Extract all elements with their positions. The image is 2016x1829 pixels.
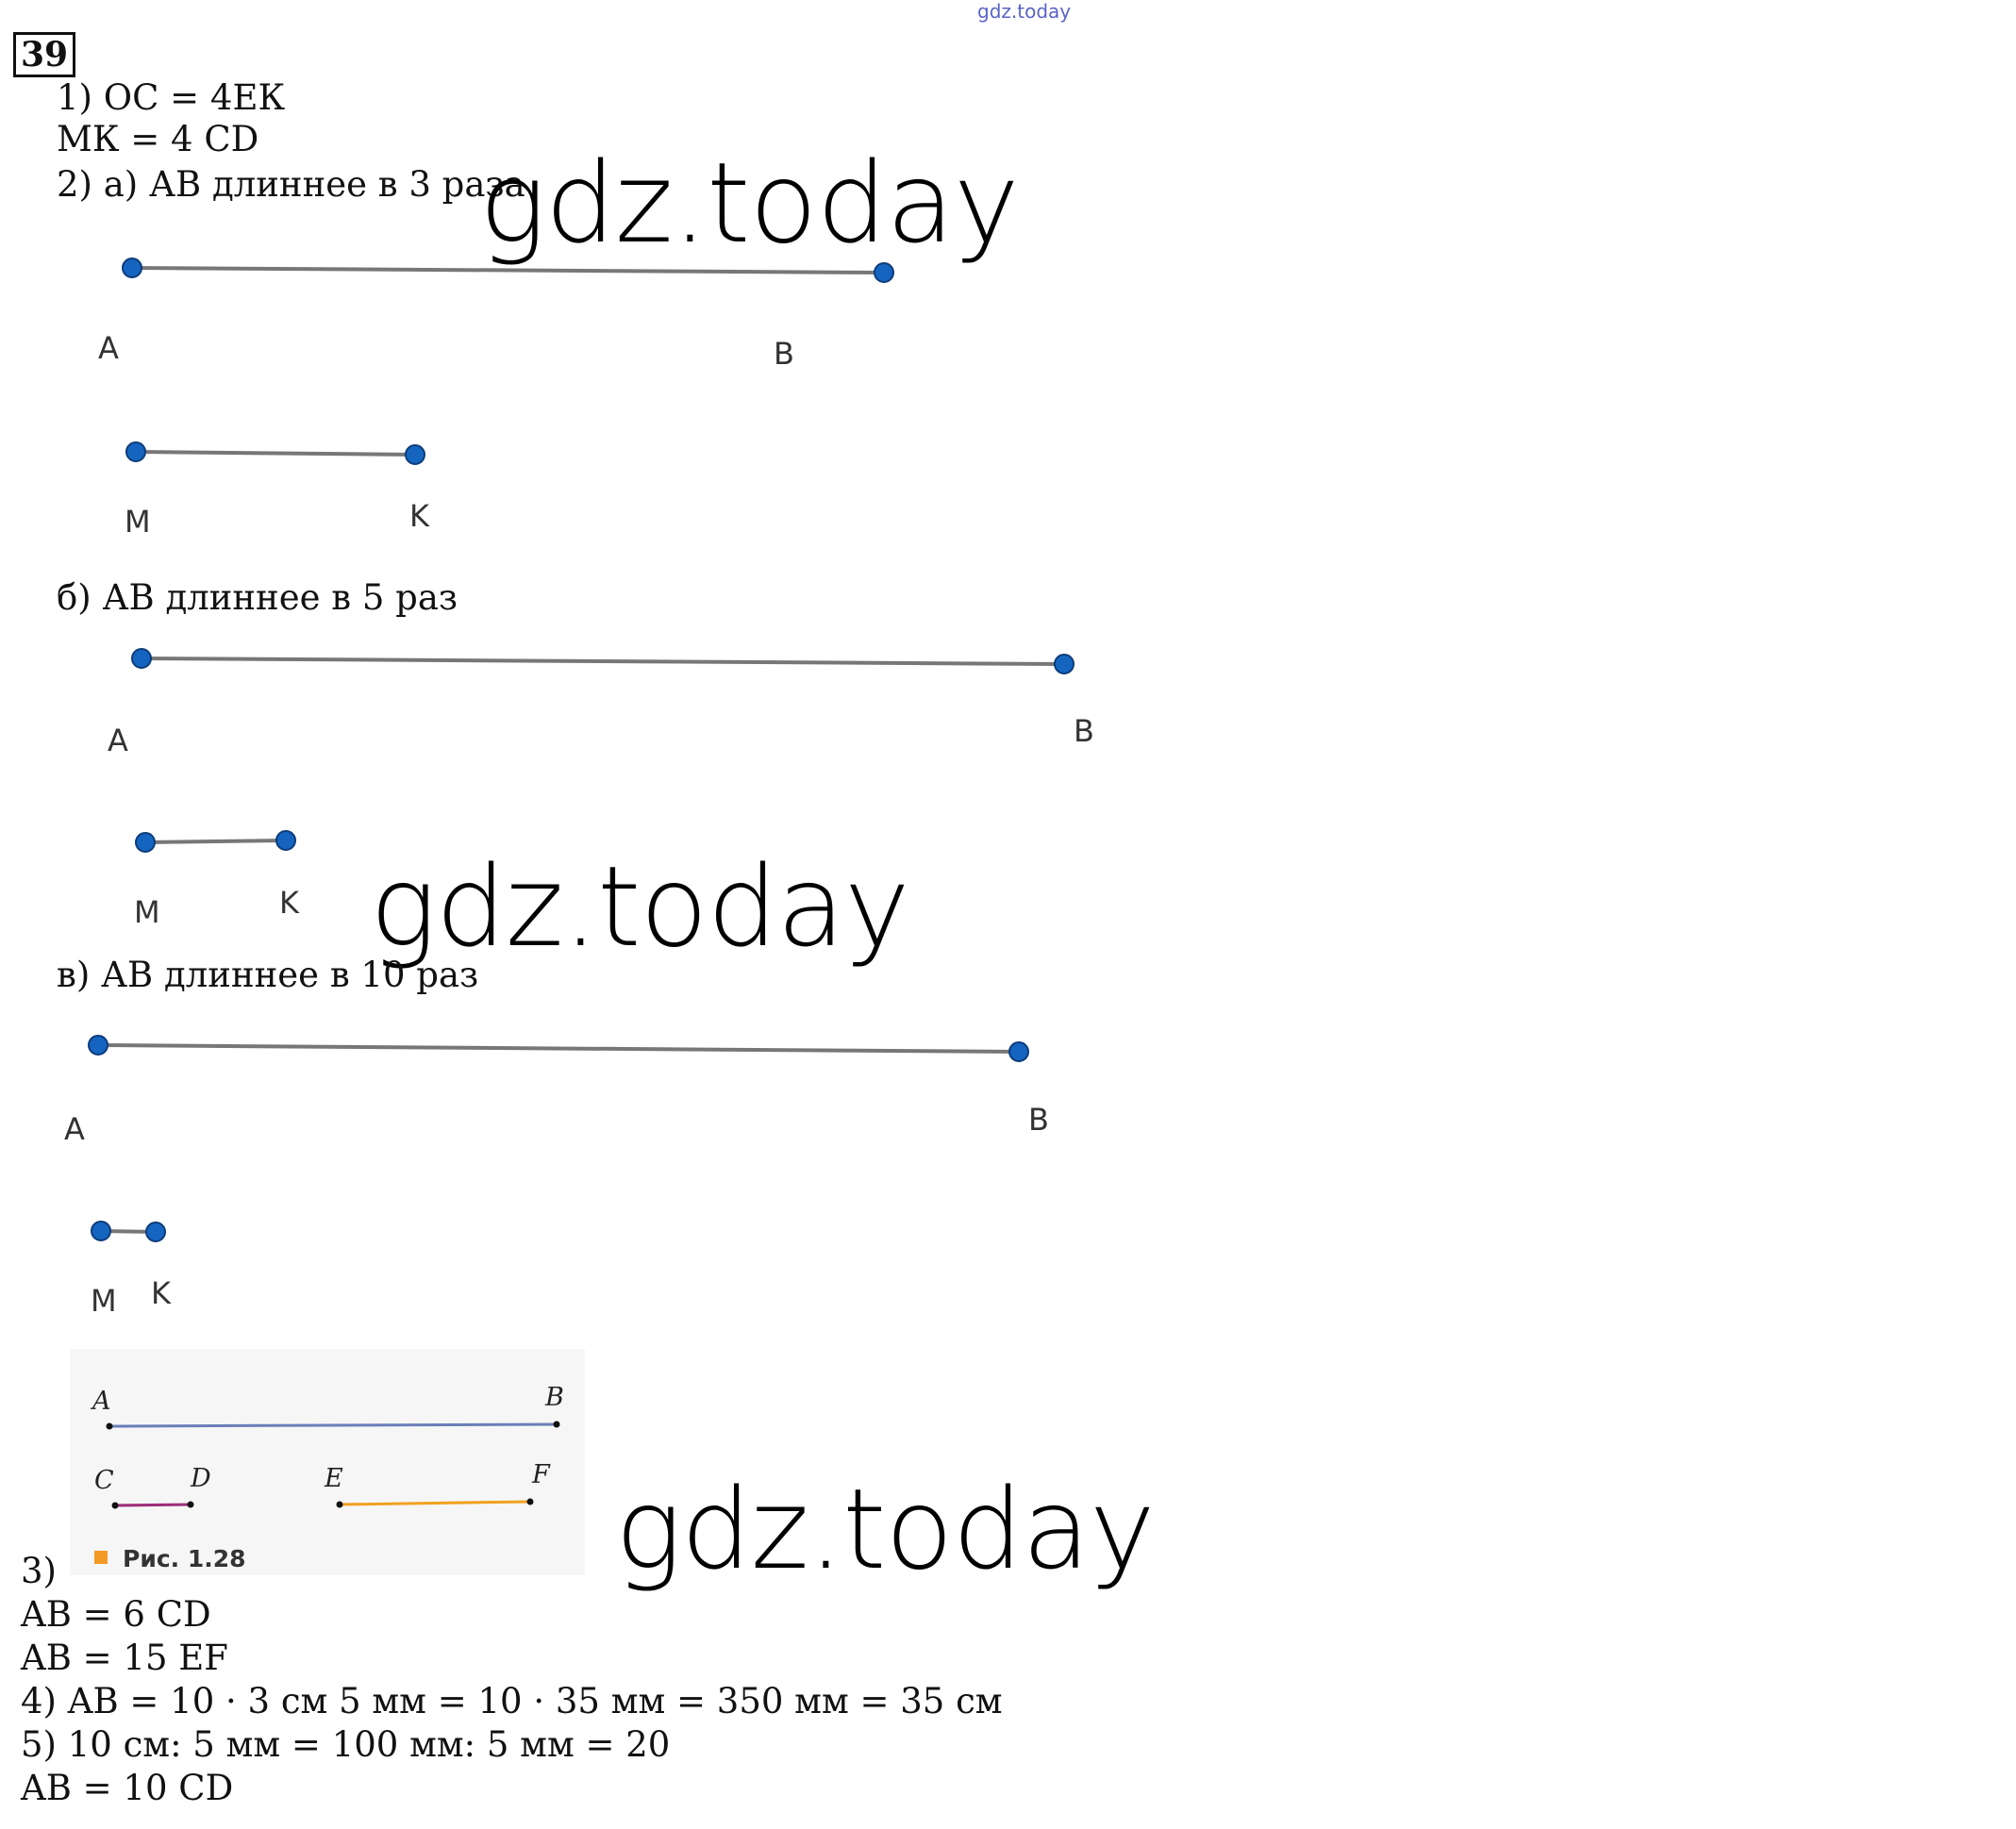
- part1-line2: МК = 4 CD: [57, 119, 259, 159]
- fig-segment-ab: [108, 1422, 558, 1428]
- label-a-2b: A: [108, 723, 128, 758]
- point-a-2c: [88, 1035, 108, 1056]
- fig-point-c: [111, 1502, 119, 1509]
- point-m-2b: [135, 832, 156, 853]
- label-k-2b: K: [279, 885, 299, 921]
- label-m-2a: M: [125, 504, 151, 540]
- segment-mk-2b: [144, 839, 287, 844]
- fig-point-a: [106, 1422, 113, 1430]
- watermark-big-2: gdz.today: [370, 841, 910, 972]
- label-k-2c: K: [151, 1275, 171, 1311]
- figure-segments: [106, 1421, 560, 1509]
- watermark-big-1: gdz.today: [479, 138, 1020, 268]
- part2b-label: б) АВ длиннее в 5 раз: [57, 577, 458, 618]
- figure-caption-marker: [94, 1551, 108, 1564]
- label-b-2c: B: [1028, 1102, 1049, 1138]
- point-m-2a: [125, 441, 146, 462]
- part3-line2: AB = 15 EF: [21, 1638, 228, 1678]
- task-number: 39: [13, 32, 75, 77]
- watermark-small: gdz.today: [977, 0, 1072, 23]
- fig-point-e: [336, 1501, 343, 1508]
- part4-line: 4) AB = 10 · 3 см 5 мм = 10 · 35 мм = 35…: [21, 1681, 1003, 1721]
- fig-label-f: F: [532, 1460, 550, 1489]
- point-a-2b: [131, 648, 152, 669]
- point-b-2b: [1054, 654, 1075, 674]
- fig-point-f: [526, 1498, 534, 1505]
- fig-label-b: B: [545, 1383, 564, 1412]
- fig-label-e: E: [325, 1464, 343, 1493]
- point-m-2c: [91, 1221, 111, 1241]
- fig-segment-ef: [339, 1500, 531, 1506]
- point-a-2a: [122, 258, 142, 278]
- point-k-2a: [405, 444, 425, 465]
- part3-line1: AB = 6 CD: [21, 1594, 211, 1635]
- fig-point-b: [553, 1421, 560, 1428]
- watermark-big-3: gdz.today: [615, 1464, 1156, 1594]
- fig-label-d: D: [191, 1464, 211, 1493]
- fig-point-d: [187, 1501, 194, 1508]
- label-a-2a: A: [98, 330, 119, 366]
- point-b-2c: [1008, 1041, 1029, 1062]
- part2c-label: в) АВ длиннее в 10 раз: [57, 955, 479, 995]
- fig-label-a: A: [92, 1387, 111, 1416]
- part3-label: 3): [21, 1551, 57, 1591]
- fig-label-c: C: [94, 1466, 114, 1495]
- segment-ab-2b: [141, 657, 1065, 666]
- label-b-2a: B: [774, 336, 794, 372]
- point-k-2c: [145, 1222, 166, 1242]
- label-k-2a: K: [409, 498, 429, 534]
- label-b-2b: B: [1074, 713, 1094, 749]
- part2a-label: 2) а) АВ длиннее в 3 раза: [57, 164, 525, 205]
- figure-1-28: A B C D E F: [70, 1349, 585, 1575]
- segment-mk-2a: [135, 450, 416, 457]
- point-b-2a: [874, 262, 894, 283]
- point-k-2b: [275, 830, 296, 851]
- part5-line2: AB = 10 CD: [21, 1768, 234, 1808]
- figure-caption: Рис. 1.28: [123, 1545, 246, 1572]
- label-m-2c: M: [91, 1283, 117, 1319]
- part1-line1: 1) ОС = 4ЕК: [57, 77, 286, 118]
- label-a-2c: A: [64, 1111, 85, 1147]
- part5-line1: 5) 10 см: 5 мм = 100 мм: 5 мм = 20: [21, 1724, 671, 1765]
- segment-ab-2c: [97, 1043, 1020, 1054]
- segment-ab-2a: [131, 266, 885, 274]
- label-m-2b: M: [134, 894, 160, 930]
